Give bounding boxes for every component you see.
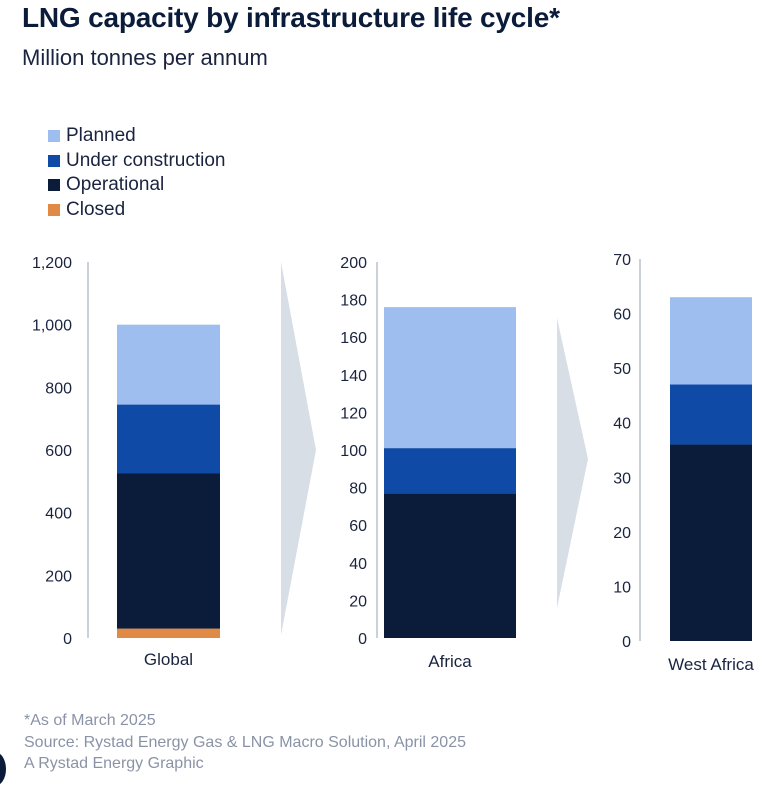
y-tick-label: 20 [349, 593, 367, 610]
bar-segment-planned [384, 307, 516, 449]
y-tick-label: 100 [340, 443, 367, 460]
y-tick-label: 0 [63, 631, 72, 648]
legend-swatch-under-construction [48, 154, 60, 167]
y-tick-label: 200 [45, 568, 72, 585]
y-tick-label: 50 [613, 361, 631, 378]
bar-segment-operational [384, 493, 516, 638]
bar-segment-under-construction [670, 384, 752, 445]
legend-swatch-planned [48, 130, 60, 143]
legend-item-planned: Planned [48, 124, 225, 149]
y-tick-label: 60 [349, 518, 367, 535]
legend-label-operational: Operational [66, 174, 165, 196]
legend-item-operational: Operational [48, 173, 225, 198]
y-tick-label: 10 [613, 579, 631, 596]
category-label: Global [144, 650, 193, 669]
y-tick-label: 70 [613, 252, 631, 269]
credit-note: A Rystad Energy Graphic [24, 755, 204, 772]
chart-title: LNG capacity by infrastructure life cycl… [22, 2, 560, 33]
legend-label-closed: Closed [66, 198, 126, 220]
y-tick-label: 0 [358, 631, 367, 648]
footer: *As of March 2025 Source: Rystad Energy … [24, 710, 466, 775]
y-tick-label: 40 [349, 556, 367, 573]
bar-segment-under-construction [117, 404, 220, 474]
bar-segment-planned [670, 297, 752, 385]
y-tick-label: 120 [340, 405, 367, 422]
category-label: West Africa [668, 655, 754, 674]
y-tick-label: 0 [622, 634, 631, 651]
bar-segment-planned [117, 324, 220, 405]
bar-segment-operational [670, 444, 752, 641]
y-tick-label: 600 [45, 443, 72, 460]
chart-panel-global: 0 200 400 600 800 1,000 1,200 Global [32, 255, 220, 669]
legend-label-under-construction: Under construction [66, 149, 226, 171]
y-tick-label: 1,200 [32, 255, 72, 272]
source-note: Source: Rystad Energy Gas & LNG Macro So… [24, 733, 466, 751]
y-tick-label: 1,000 [32, 318, 72, 335]
corner-mark [0, 752, 6, 786]
legend-item-under-construction: Under construction [48, 149, 225, 174]
y-tick-label: 80 [349, 481, 367, 498]
y-tick-label: 30 [613, 470, 631, 487]
chart-panel-west-africa: 0 10 20 30 40 50 60 70 West Africa [613, 252, 754, 674]
y-tick-label: 800 [45, 380, 72, 397]
category-label: Africa [428, 652, 472, 671]
chart-panel-africa: 0 20 40 60 80 100 120 140 160 180 200 Africa [340, 255, 516, 671]
legend-label-planned: Planned [66, 125, 136, 147]
y-tick-label: 160 [340, 330, 367, 347]
legend-swatch-operational [48, 179, 60, 192]
y-tick-label: 140 [340, 368, 367, 385]
chevron-arrow-2 [557, 318, 588, 608]
chevron-arrow-1 [281, 262, 316, 635]
y-tick-label: 20 [613, 525, 631, 542]
footnote: *As of March 2025 [24, 712, 156, 729]
legend: Planned Under construction Operational C… [48, 124, 225, 222]
bar-segment-under-construction [384, 448, 516, 494]
bar-segment-closed [117, 628, 220, 638]
legend-swatch-closed [48, 203, 60, 216]
bar-segment-operational [117, 473, 220, 629]
y-tick-label: 60 [613, 307, 631, 324]
y-tick-label: 40 [613, 416, 631, 433]
legend-item-closed: Closed [48, 198, 225, 223]
y-tick-label: 180 [340, 293, 367, 310]
y-tick-label: 200 [340, 255, 367, 272]
y-tick-label: 400 [45, 506, 72, 523]
chart-subtitle: Million tonnes per annum [22, 45, 268, 70]
